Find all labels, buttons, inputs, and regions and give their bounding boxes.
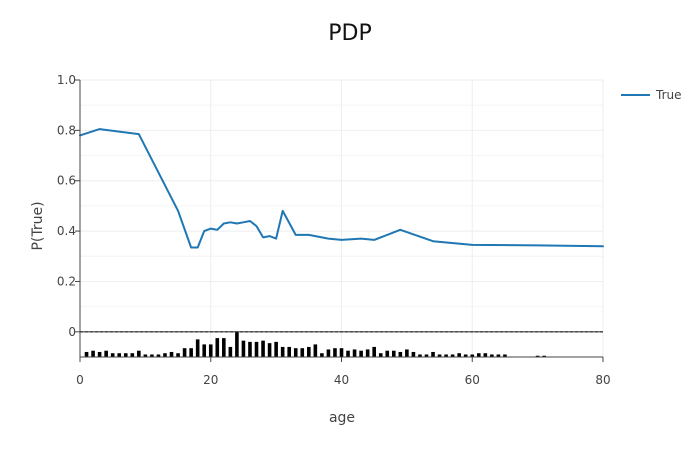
rug-bar <box>326 349 331 357</box>
rug-bar <box>320 353 324 357</box>
rug-bar <box>378 353 383 357</box>
rug-bar <box>365 349 370 357</box>
rug-bar <box>450 354 455 357</box>
rug-bar <box>182 348 187 357</box>
rug-bar <box>293 348 298 357</box>
rug-bar <box>110 353 115 357</box>
rug-bar <box>208 344 213 357</box>
rug-bar <box>169 351 174 357</box>
rug-bar <box>437 354 442 357</box>
rug-bar <box>228 346 233 357</box>
rug-bar <box>542 355 546 357</box>
rug-bar <box>333 348 337 357</box>
rug-bar <box>385 350 390 357</box>
rug-bar <box>411 351 416 357</box>
rug-bar <box>254 341 259 357</box>
rug-bar <box>91 350 95 357</box>
rug-bar <box>463 354 468 357</box>
x-tick-label: 20 <box>203 373 218 387</box>
rug-bar <box>130 353 135 357</box>
x-tick-label: 60 <box>465 373 480 387</box>
rug-bar <box>156 354 161 357</box>
rug-bar <box>248 341 252 357</box>
rug-bar <box>307 346 311 357</box>
rug-bar <box>339 348 344 357</box>
rug-bar <box>405 349 409 357</box>
series-line-true <box>79 128 604 249</box>
chart-title: PDP <box>328 21 371 46</box>
rug-bar <box>483 353 488 357</box>
series-layer <box>79 128 604 249</box>
rug-bar <box>359 350 363 357</box>
legend-label-true: True <box>655 88 682 102</box>
legend[interactable]: True <box>621 88 682 102</box>
x-axis-label: age <box>329 410 355 426</box>
rug-bar <box>496 354 501 357</box>
rug-bar <box>313 344 318 357</box>
rug-bar <box>372 346 376 357</box>
rug-bar <box>287 346 291 357</box>
rug-bar <box>150 354 154 357</box>
rug-bar <box>280 346 285 357</box>
rug-bar <box>104 350 108 357</box>
rug-bar <box>189 348 193 357</box>
rug-bar <box>346 350 350 357</box>
y-tick-label: 0.8 <box>57 123 76 137</box>
rug-bar <box>300 348 305 357</box>
rug-bar <box>418 354 422 357</box>
rug-bar <box>431 351 435 357</box>
rug-bar <box>274 341 278 357</box>
rug-bar <box>392 350 396 357</box>
grid-layer <box>80 79 604 357</box>
rug-bar <box>444 354 448 357</box>
x-tick-label: 0 <box>76 373 84 387</box>
rug-bar <box>490 354 494 357</box>
y-tick-label: 0.6 <box>57 174 76 188</box>
y-axis-label: P(True) <box>30 201 46 250</box>
rug-bar <box>222 338 226 357</box>
y-tick-label: 1.0 <box>57 73 76 87</box>
rug-bar <box>267 343 272 357</box>
rug-bar <box>261 340 265 357</box>
rug-bar <box>137 350 141 357</box>
rug-bar <box>202 344 207 357</box>
x-tick-label: 80 <box>595 373 610 387</box>
rug-bar <box>163 353 167 357</box>
rug-bar <box>470 354 475 357</box>
rug-bar <box>176 353 180 357</box>
rug-layer <box>84 331 546 357</box>
rug-bar <box>535 355 540 357</box>
rug-bar <box>352 349 357 357</box>
rug-bar <box>476 353 481 357</box>
rug-bar <box>123 353 128 357</box>
rug-bar <box>241 340 246 357</box>
y-tick-label: 0.4 <box>57 224 76 238</box>
rug-bar <box>457 353 461 357</box>
y-tick-label: 0.2 <box>57 274 76 288</box>
x-tick-label: 40 <box>334 373 349 387</box>
y-tick-label: 0 <box>68 325 76 339</box>
rug-bar <box>117 353 122 357</box>
rug-bar <box>195 339 200 357</box>
rug-bar <box>143 354 148 357</box>
tick-layer: 0 0.2 0.4 0.6 0.8 1.0 0 20 40 60 80 <box>57 73 611 387</box>
rug-bar <box>235 331 239 357</box>
rug-bar <box>215 338 220 357</box>
rug-bar <box>97 351 102 357</box>
rug-bar <box>84 351 89 357</box>
rug-bar <box>398 351 403 357</box>
rug-bar <box>503 354 507 357</box>
rug-bar <box>424 354 429 357</box>
